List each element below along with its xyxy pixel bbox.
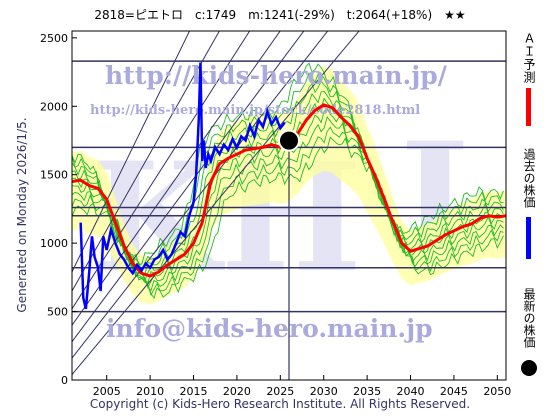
- latest-price-marker: [278, 129, 300, 152]
- projection-line: [72, 136, 504, 299]
- y-tick-label: 500: [47, 306, 68, 319]
- x-tick-label: 2040: [397, 385, 425, 398]
- generated-label: Generated on Monday 2026/1/5.: [15, 117, 29, 313]
- x-tick-label: 2020: [223, 385, 251, 398]
- x-tick-label: 2025: [266, 385, 294, 398]
- x-tick-label: 2010: [136, 385, 164, 398]
- trendline: [72, 31, 360, 375]
- x-tick-label: 2050: [483, 385, 511, 398]
- trendline: [72, 31, 191, 273]
- y-tick-label: 2500: [40, 32, 68, 45]
- page-title: 2818=ピエトロ c:1749 m:1241(-29%) t:2064(+18…: [94, 8, 466, 22]
- x-tick-label: 2035: [353, 385, 381, 398]
- y-tick-label: 2000: [40, 100, 68, 113]
- y-tick-label: 1500: [40, 169, 68, 182]
- legend-forecast-swatch: [526, 88, 531, 126]
- legend-forecast: ＡＩ予測: [522, 32, 536, 126]
- x-tick-label: 2015: [180, 385, 208, 398]
- legend-forecast-label: ＡＩ予測: [522, 32, 536, 84]
- watermark-email: info@kids-hero.main.jp: [106, 314, 433, 343]
- legend-latest-label: 最新の株価: [522, 288, 536, 348]
- y-axis: 0 500 1000 1500 2000 2500: [40, 32, 77, 387]
- trendline: [72, 31, 329, 359]
- y-tick-label: 0: [61, 374, 68, 387]
- x-axis: 2005 2010 2015 2020 2025 2030 2035 2040 2045 2050: [93, 375, 511, 398]
- watermark-url2: http://kids-hero.main.jp/stock/code2818.…: [90, 103, 420, 118]
- legend-past-swatch: [526, 217, 531, 259]
- legend-past-label: 過去の株価: [522, 148, 536, 208]
- x-tick-label: 2045: [440, 385, 468, 398]
- projection-line: [72, 62, 504, 266]
- legend: ＡＩ予測 過去の株価 最新の株価: [521, 32, 537, 376]
- legend-latest: 最新の株価: [521, 288, 537, 376]
- legend-past: 過去の株価: [522, 148, 536, 259]
- copyright-text: Copyright (c) Kids-Hero Research Institu…: [89, 397, 471, 411]
- x-tick-label: 2030: [310, 385, 338, 398]
- watermark-url1: http://kids-hero.main.jp/: [105, 61, 448, 90]
- trendline: [72, 31, 251, 310]
- x-tick-label: 2005: [93, 385, 121, 398]
- legend-latest-dot: [521, 360, 537, 376]
- y-tick-label: 1000: [40, 237, 68, 250]
- past-price-line: [79, 62, 286, 310]
- plot-frame: [71, 30, 507, 381]
